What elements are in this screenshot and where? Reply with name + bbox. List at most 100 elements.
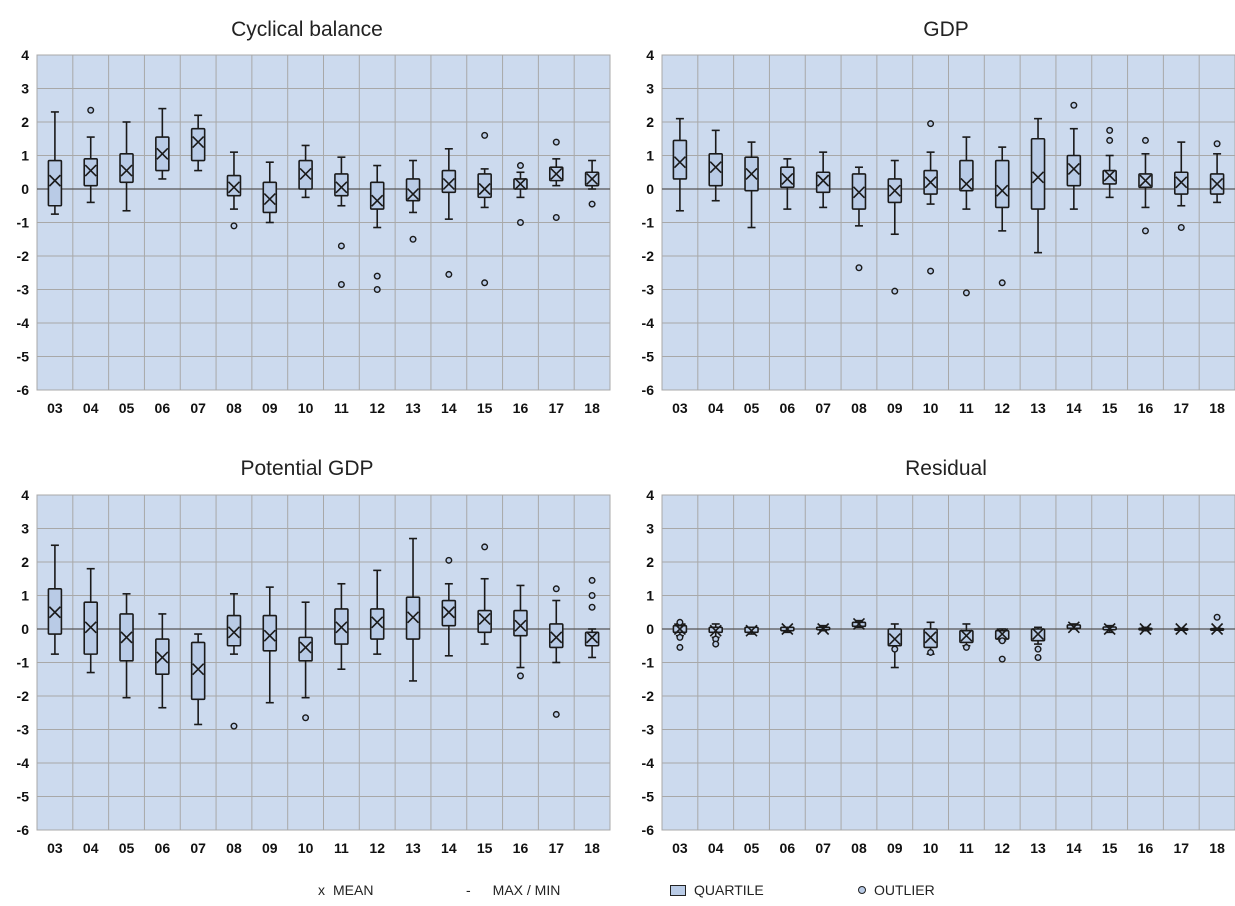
y-tick-label: 1: [646, 588, 654, 604]
legend-quartile-label: QUARTILE: [694, 882, 764, 898]
x-tick-label: 16: [1138, 400, 1154, 416]
x-tick-label: 10: [923, 400, 939, 416]
box-18: [1209, 613, 1225, 636]
x-tick-label: 08: [851, 840, 867, 856]
y-tick-label: -3: [642, 722, 655, 738]
quartile-box: [190, 127, 206, 162]
x-tick-label: 06: [155, 840, 171, 856]
mean-marker: [263, 629, 276, 642]
outlier-point: [1177, 224, 1185, 232]
x-tick-label: 15: [1102, 400, 1118, 416]
quartile-box: [369, 608, 385, 640]
x-tick-label: 18: [584, 840, 600, 856]
box-17: [548, 585, 564, 718]
x-tick-label: 13: [1030, 840, 1046, 856]
outlier-point: [1106, 126, 1114, 134]
box-13: [1030, 626, 1046, 661]
outlier-point: [855, 264, 863, 272]
x-tick-label: 18: [1209, 840, 1225, 856]
box-09: [262, 161, 278, 224]
quartile-box: [1102, 169, 1117, 185]
mean-marker: [709, 161, 722, 174]
outlier-point: [337, 242, 345, 250]
y-tick-label: -5: [17, 789, 30, 805]
outlier-point: [998, 655, 1006, 663]
mean-marker: [84, 164, 97, 177]
x-tick-label: 12: [994, 400, 1010, 416]
x-tick-label: 10: [298, 400, 314, 416]
x-tick-label: 09: [887, 400, 903, 416]
y-tick-label: -4: [642, 755, 655, 771]
y-tick-label: 4: [21, 47, 29, 63]
y-tick-label: -4: [17, 315, 30, 331]
y-tick-label: -2: [17, 688, 30, 704]
outlier-point: [1213, 613, 1221, 621]
outlier-point: [588, 603, 596, 611]
outlier-point: [927, 648, 935, 656]
mean-symbol: x: [318, 882, 325, 898]
box-10: [298, 601, 313, 722]
quartile-box: [672, 139, 688, 180]
x-tick-label: 04: [708, 400, 724, 416]
outlier-point: [891, 287, 899, 295]
x-tick-label: 12: [994, 840, 1010, 856]
x-tick-label: 13: [405, 400, 421, 416]
box-12: [994, 146, 1010, 287]
mean-marker: [478, 182, 491, 196]
box-17: [1173, 141, 1189, 232]
x-tick-label: 16: [513, 400, 529, 416]
x-tick-label: 04: [83, 840, 99, 856]
mean-marker: [1103, 622, 1116, 636]
outlier-point: [676, 643, 684, 651]
box-08: [226, 593, 242, 730]
box-04: [708, 623, 724, 648]
mean-marker: [550, 631, 563, 644]
box-18: [584, 576, 600, 659]
box-03: [47, 544, 63, 655]
x-tick-label: 09: [262, 840, 278, 856]
mean-marker: [84, 621, 97, 634]
outlier-point: [1141, 227, 1149, 235]
box-13: [405, 537, 421, 682]
box-11: [334, 582, 349, 671]
mean-marker: [478, 612, 491, 626]
x-tick-label: 15: [477, 400, 493, 416]
y-tick-label: -2: [642, 688, 655, 704]
box-10: [298, 144, 313, 199]
x-tick-label: 07: [815, 840, 831, 856]
x-tick-label: 12: [369, 840, 385, 856]
quartile-box: [513, 609, 528, 637]
y-tick-label: -4: [17, 755, 30, 771]
outlier-point: [1213, 140, 1221, 148]
box-16: [1138, 622, 1153, 636]
box-07: [815, 151, 831, 209]
outlier-point: [927, 120, 935, 128]
outlier-point: [962, 289, 970, 297]
box-15: [1102, 622, 1117, 636]
y-tick-label: 0: [646, 181, 654, 197]
y-tick-label: -1: [17, 215, 30, 231]
box-10: [923, 120, 938, 275]
box-07: [815, 622, 831, 636]
box-11: [334, 156, 349, 288]
box-06: [155, 107, 170, 180]
mean-marker: [48, 174, 61, 187]
outlier-point: [445, 556, 453, 564]
y-tick-label: -5: [17, 349, 30, 365]
quartile-box: [708, 153, 724, 187]
outlier-point: [1141, 136, 1149, 144]
outlier-point: [891, 645, 899, 653]
y-tick-label: -3: [17, 722, 30, 738]
mean-marker: [673, 622, 686, 636]
outlier-point: [962, 643, 970, 651]
mean-marker: [960, 177, 973, 191]
y-tick-label: -2: [17, 248, 30, 264]
x-tick-label: 16: [513, 840, 529, 856]
mean-marker: [1031, 627, 1045, 641]
y-tick-label: -1: [642, 655, 655, 671]
mean-marker: [1067, 621, 1080, 634]
box-04: [708, 129, 724, 202]
outlier-point: [230, 222, 238, 230]
mean-marker: [817, 622, 830, 636]
